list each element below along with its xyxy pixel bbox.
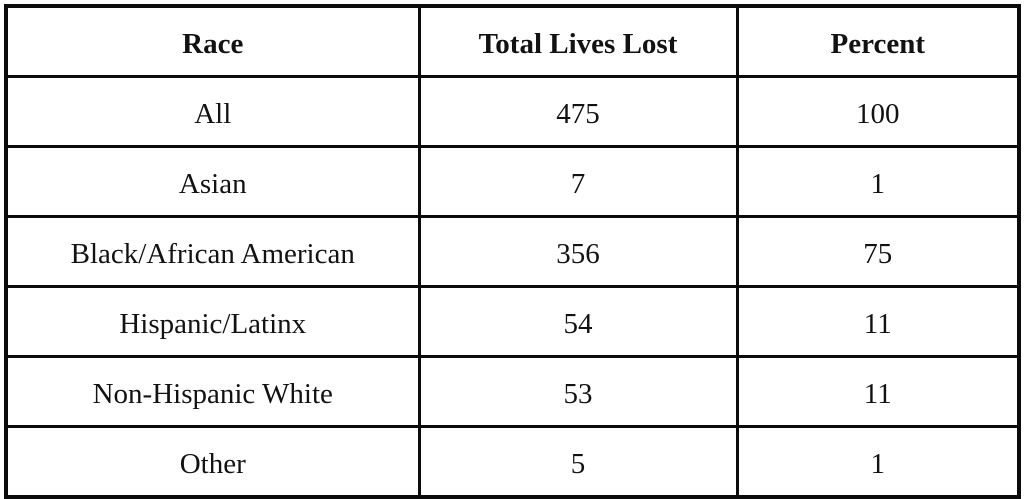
cell-percent: 75	[735, 215, 1021, 288]
cell-race: Black/African American	[4, 215, 421, 288]
cell-race: Non-Hispanic White	[4, 355, 421, 428]
cell-percent: 100	[735, 75, 1021, 148]
cell-total-lives-lost: 5	[417, 425, 739, 499]
cell-total-lives-lost: 475	[417, 75, 739, 148]
table-row-asian: Asian 7 1	[4, 145, 1021, 218]
cell-total-lives-lost: 356	[417, 215, 739, 288]
cell-percent: 11	[735, 355, 1021, 428]
cell-race: Asian	[4, 145, 421, 218]
race-statistics-table: Race Total Lives Lost Percent All 475 10…	[4, 4, 1021, 499]
cell-percent: 1	[735, 145, 1021, 218]
table-row-black-african-american: Black/African American 356 75	[4, 215, 1021, 288]
cell-total-lives-lost: 54	[417, 285, 739, 358]
cell-race: Hispanic/Latinx	[4, 285, 421, 358]
header-row: Race Total Lives Lost Percent	[4, 4, 1021, 78]
header-cell-percent: Percent	[735, 4, 1021, 78]
table-row-all: All 475 100	[4, 75, 1021, 148]
header-cell-race: Race	[4, 4, 421, 78]
cell-race: Other	[4, 425, 421, 499]
race-statistics-table-container: Race Total Lives Lost Percent All 475 10…	[4, 4, 1021, 499]
cell-percent: 1	[735, 425, 1021, 499]
cell-race: All	[4, 75, 421, 148]
table-row-non-hispanic-white: Non-Hispanic White 53 11	[4, 355, 1021, 428]
cell-total-lives-lost: 53	[417, 355, 739, 428]
cell-percent: 11	[735, 285, 1021, 358]
cell-total-lives-lost: 7	[417, 145, 739, 218]
table-row-other: Other 5 1	[4, 425, 1021, 499]
header-cell-total-lives-lost: Total Lives Lost	[417, 4, 739, 78]
table-row-hispanic-latinx: Hispanic/Latinx 54 11	[4, 285, 1021, 358]
